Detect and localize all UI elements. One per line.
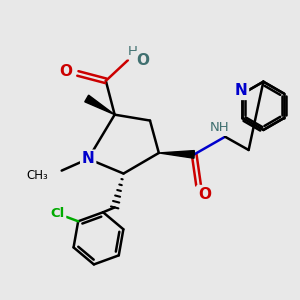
Text: NH: NH: [209, 122, 229, 134]
Text: O: O: [198, 187, 211, 202]
Text: CH₃: CH₃: [27, 169, 48, 182]
Polygon shape: [85, 95, 115, 115]
Text: Cl: Cl: [50, 207, 65, 220]
Text: O: O: [136, 53, 149, 68]
Text: O: O: [60, 64, 73, 80]
Text: N: N: [235, 83, 248, 98]
Text: H: H: [128, 45, 137, 58]
Polygon shape: [159, 151, 194, 158]
Text: N: N: [82, 151, 94, 166]
